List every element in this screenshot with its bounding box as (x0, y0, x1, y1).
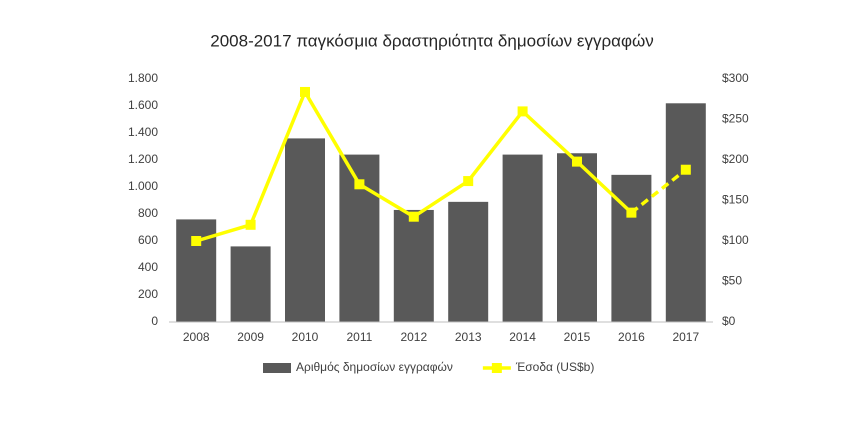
bar (176, 219, 217, 322)
bar (665, 103, 706, 322)
legend-label: Έσοδα (US$b) (515, 360, 594, 374)
x-tick-label: 2015 (564, 330, 591, 344)
y-tick-label: 1.800 (128, 71, 158, 85)
bar (230, 246, 271, 322)
marker (354, 179, 365, 190)
bar (285, 138, 325, 322)
marker (191, 236, 202, 246)
x-tick-label: 2010 (292, 330, 319, 344)
bar (448, 201, 489, 322)
y2-tick-label: $50 (722, 274, 742, 288)
chart-title: 2008-2017 παγκόσμια δραστηριότητα δημοσί… (210, 31, 654, 50)
y2-tick-label: $300 (722, 71, 749, 85)
y2-tick-label: $100 (722, 233, 749, 247)
marker (463, 176, 474, 187)
y-tick-label: 400 (138, 260, 158, 274)
marker (572, 156, 582, 167)
y2-tick-label: $150 (722, 193, 749, 207)
y-tick-label: 1.200 (128, 152, 158, 166)
y-tick-label: 0 (151, 314, 158, 328)
y-tick-label: 1.600 (128, 98, 158, 112)
y-tick-label: 1.000 (128, 179, 158, 193)
x-tick-label: 2013 (455, 330, 482, 344)
y2-tick-label: $200 (722, 152, 749, 166)
marker (300, 86, 310, 97)
bar (611, 174, 652, 322)
x-tick-label: 2012 (400, 330, 427, 344)
legend-swatch (263, 363, 291, 373)
x-tick-label: 2016 (618, 330, 645, 344)
marker (517, 106, 528, 117)
x-tick-label: 2008 (183, 330, 210, 344)
x-tick-label: 2011 (346, 330, 372, 344)
y-tick-label: 800 (138, 206, 158, 220)
x-tick-label: 2017 (672, 330, 699, 344)
y-tick-label: 600 (138, 233, 158, 247)
line-dashed (630, 168, 687, 215)
bar (393, 209, 434, 322)
x-tick-label: 2009 (237, 330, 264, 344)
x-tick-label: 2014 (509, 330, 536, 344)
y2-tick-label: $250 (722, 112, 749, 126)
marker (680, 164, 691, 175)
y-tick-label: 1.400 (128, 125, 158, 139)
y-tick-label: 200 (138, 287, 158, 301)
y2-tick-label: $0 (722, 314, 736, 328)
marker (626, 207, 637, 218)
marker (245, 219, 256, 230)
bar (557, 153, 597, 322)
legend-label: Αριθμός δημοσίων εγγραφών (296, 360, 453, 374)
bar (502, 154, 543, 322)
marker (408, 211, 419, 222)
legend-swatch (491, 363, 502, 373)
